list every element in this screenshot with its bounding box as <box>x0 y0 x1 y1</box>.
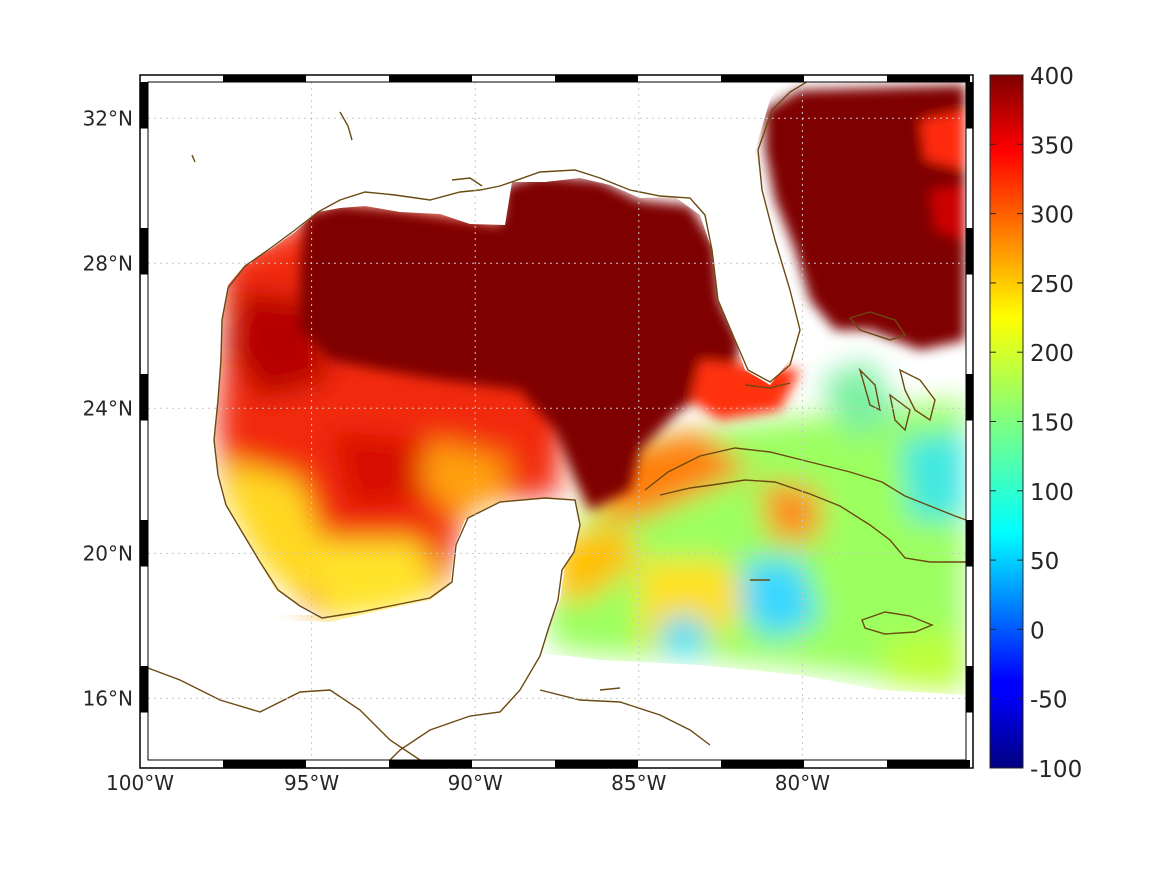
frame-stripe <box>140 228 148 275</box>
colorbar-tick-label: 150 <box>1030 411 1074 437</box>
lat-tick-label: 28°N <box>83 251 133 275</box>
map-grid <box>148 82 966 760</box>
frame-stripe <box>966 374 973 421</box>
coastlines <box>148 82 966 760</box>
colorbar-tick-label: -100 <box>1030 757 1082 783</box>
colorbar-tick-label: 250 <box>1030 272 1074 298</box>
lat-tick-label: 20°N <box>83 541 133 565</box>
frame-stripe <box>966 666 973 713</box>
frame-stripe <box>887 75 970 82</box>
colorbar-tick-label: 400 <box>1030 64 1074 90</box>
frame-stripe <box>140 82 148 129</box>
frame-border-stripes <box>140 75 973 768</box>
lat-tick-label: 32°N <box>83 106 133 130</box>
colorbar: 400 350 300 250 200 150 100 50 0 -50 -100 <box>989 64 1082 783</box>
lon-tick-label: 95°W <box>284 771 339 795</box>
frame-stripe <box>389 75 472 82</box>
frame-stripe <box>887 760 970 768</box>
frame-stripe <box>223 75 306 82</box>
colorbar-tick-label: -50 <box>1030 688 1068 714</box>
colorbar-tick-label: 200 <box>1030 341 1074 367</box>
lon-tick-label: 90°W <box>448 771 503 795</box>
colorbar-tick-label: 300 <box>1030 203 1074 229</box>
frame-stripe <box>223 760 306 768</box>
frame-stripe <box>721 75 804 82</box>
colorbar-tick-label: 350 <box>1030 133 1074 159</box>
colorbar-tick-label: 50 <box>1030 549 1059 575</box>
lon-tick-label: 85°W <box>611 771 666 795</box>
colorbar-tick-label: 0 <box>1030 618 1045 644</box>
frame-stripe <box>555 75 638 82</box>
frame-stripe <box>966 82 973 129</box>
latitude-tick-labels: 32°N 28°N 24°N 20°N 16°N <box>83 106 133 710</box>
frame-stripe <box>966 228 973 275</box>
lat-tick-label: 24°N <box>83 396 133 420</box>
colorbar-ticks: 400 350 300 250 200 150 100 50 0 -50 -100 <box>990 64 1082 783</box>
frame-stripe <box>140 666 148 713</box>
lon-tick-label: 80°W <box>775 771 830 795</box>
frame-stripe <box>389 760 472 768</box>
frame-stripe <box>555 760 638 768</box>
frame-stripe <box>140 374 148 421</box>
longitude-tick-labels: 100°W 95°W 90°W 85°W 80°W <box>106 771 830 795</box>
map-inner-border <box>147 81 967 761</box>
land-mask <box>148 82 966 760</box>
frame-stripe <box>140 520 148 567</box>
frame-stripe <box>966 520 973 567</box>
lon-tick-label: 100°W <box>106 771 174 795</box>
colorbar-tick-label: 100 <box>1030 480 1074 506</box>
frame-stripe <box>721 760 804 768</box>
data-field <box>218 85 965 690</box>
lat-tick-label: 16°N <box>83 686 133 710</box>
